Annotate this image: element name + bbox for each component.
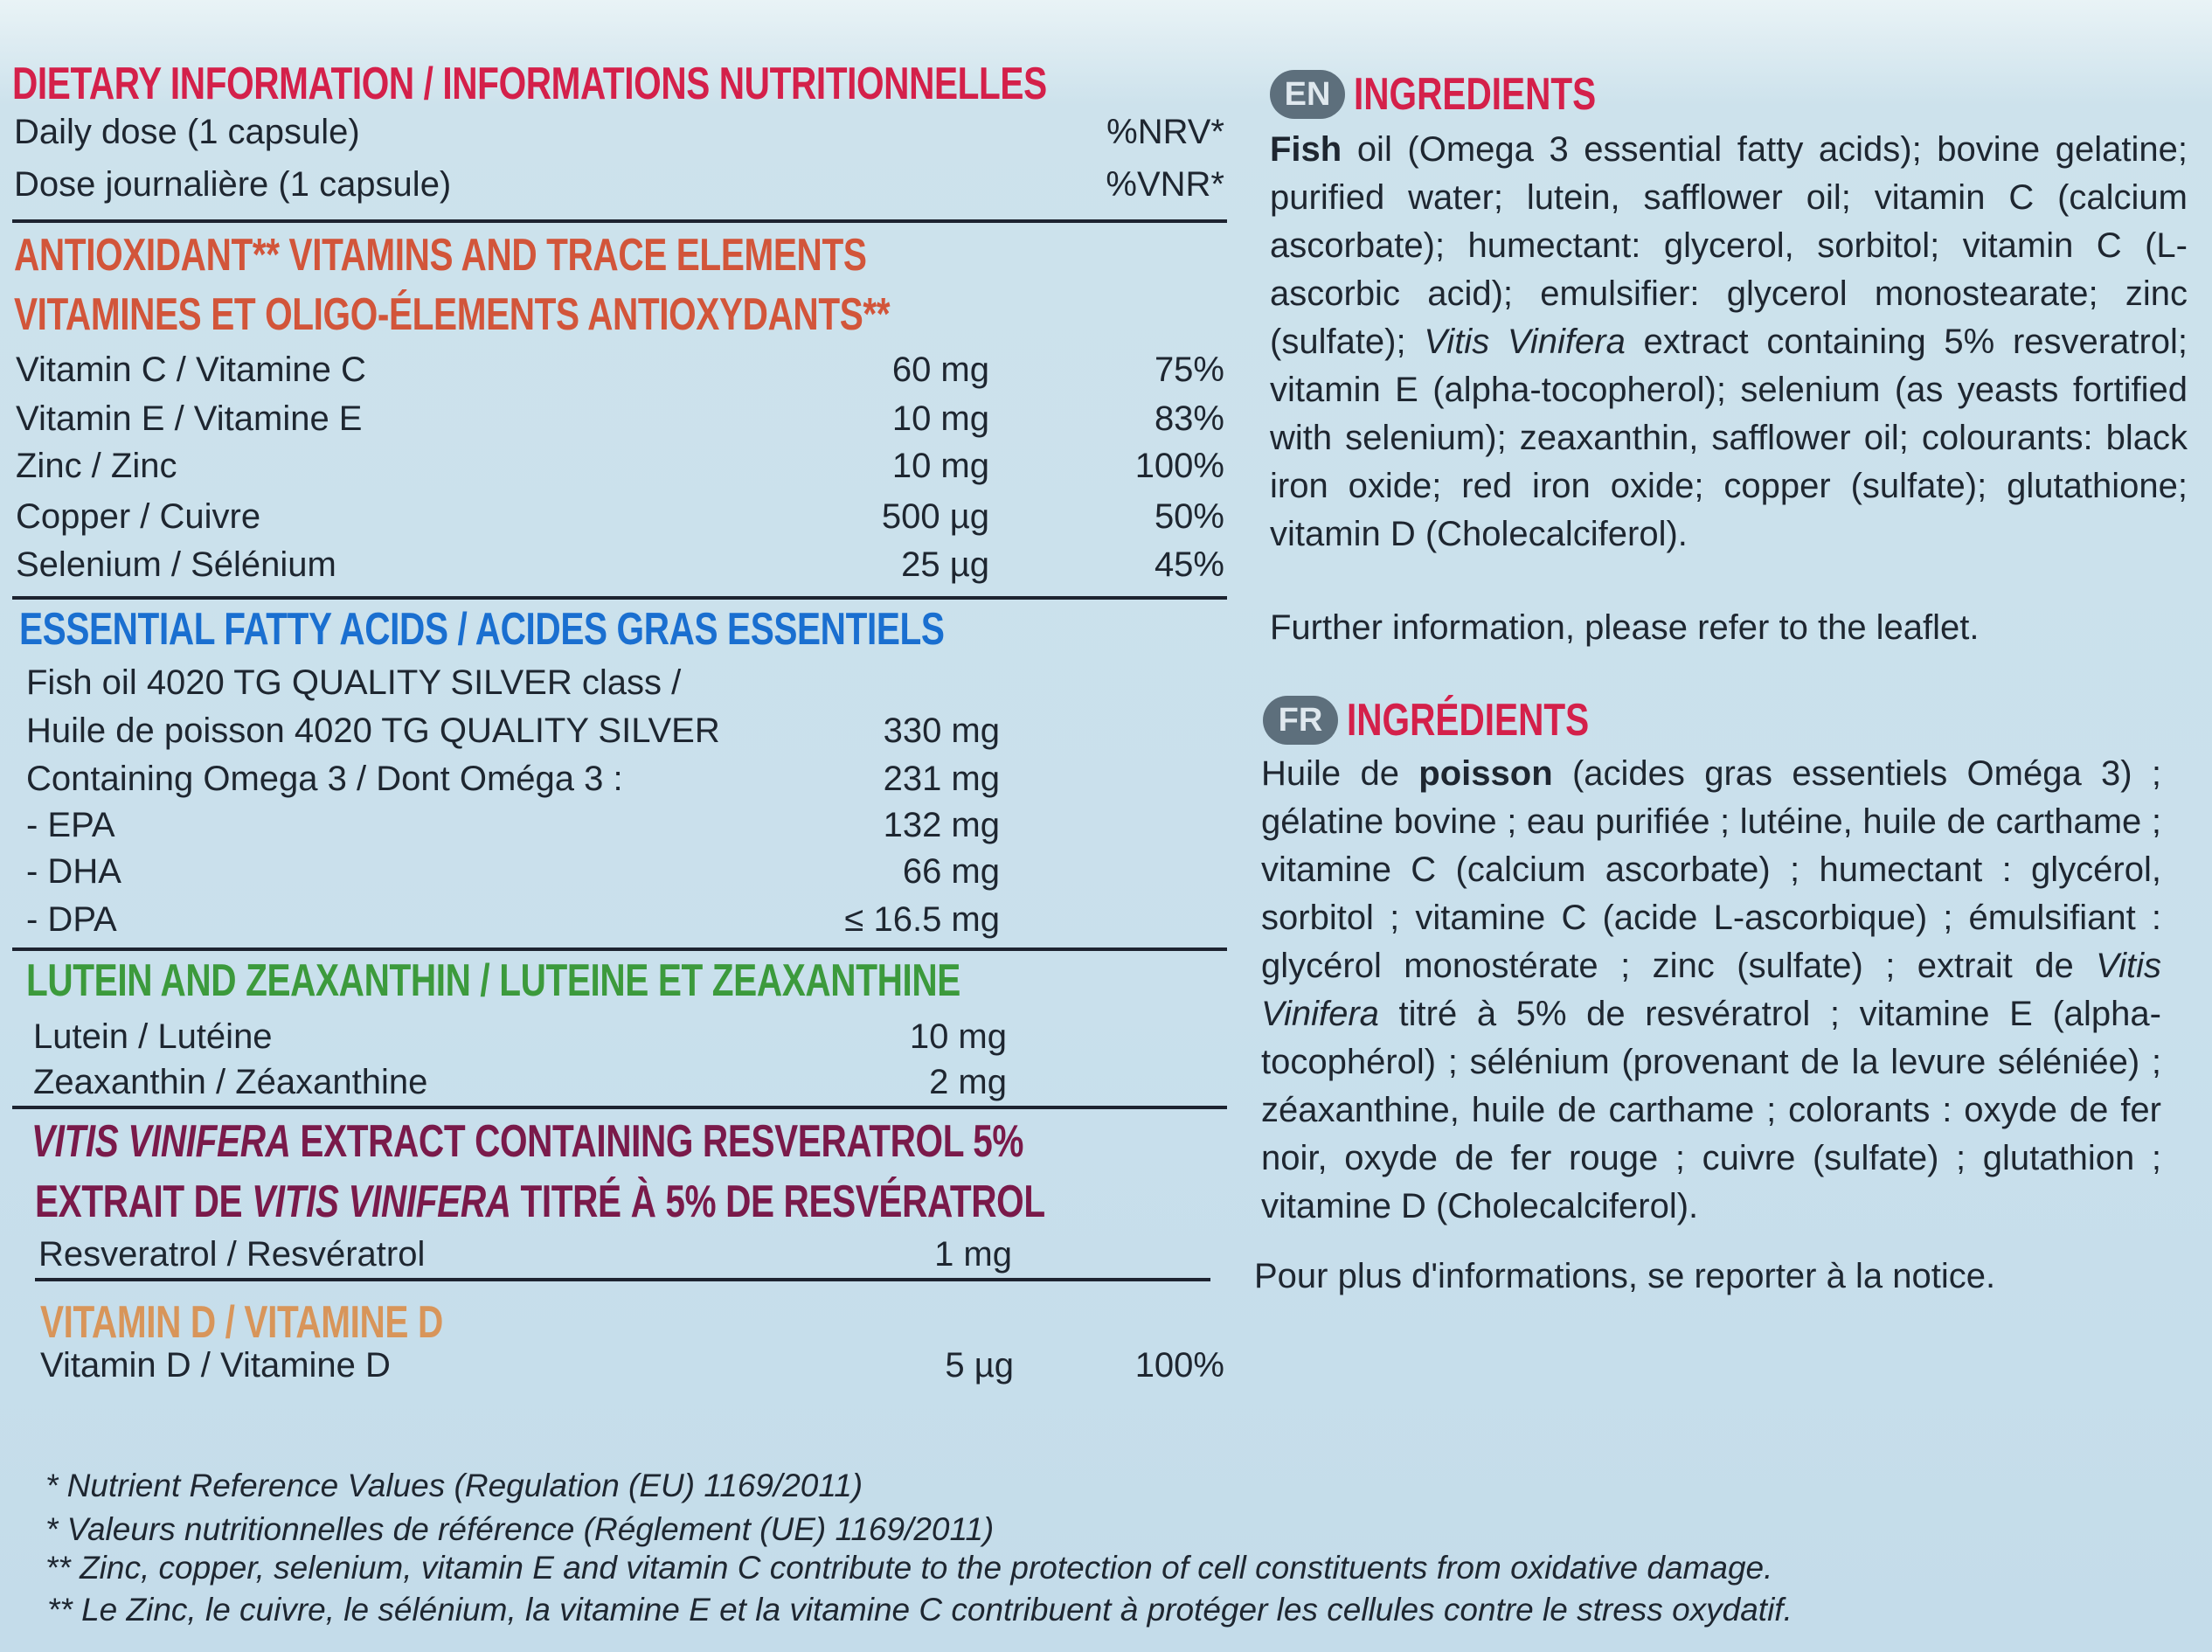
nutrient-nrv: 100% — [1134, 447, 1224, 485]
divider — [12, 219, 1227, 223]
footnote: ** Zinc, copper, selenium, vitamin E and… — [45, 1550, 1773, 1586]
nutrient-row: Huile de poisson 4020 TG QUALITY SILVER 3… — [26, 707, 1224, 754]
vitis-name: VITIS VINIFERA — [31, 1116, 291, 1167]
dose-row-en: Daily dose (1 capsule) %NRV* — [14, 108, 1224, 156]
antioxidant-heading-en: ANTIOXIDANT** VITAMINS AND TRACE ELEMENT… — [14, 230, 867, 281]
footnote: ** Le Zinc, le cuivre, le sélénium, la v… — [47, 1592, 1792, 1628]
nutrient-label: Zinc / Zinc — [16, 447, 177, 485]
nutrient-nrv: 50% — [1154, 497, 1224, 536]
divider — [12, 1106, 1227, 1109]
ingredient-bold: poisson — [1418, 754, 1553, 793]
nutrient-row: - EPA 132 mg — [26, 802, 1224, 849]
language-badge-en: EN — [1270, 70, 1345, 119]
nutrient-label: Huile de poisson 4020 TG QUALITY SILVER — [26, 711, 720, 750]
ingredients-fr-title: INGRÉDIENTS — [1347, 695, 1590, 746]
nutrient-amount: 10 mg — [909, 1017, 1007, 1056]
lutein-heading: LUTEIN AND ZEAXANTHIN / LUTEINE ET ZEAXA… — [26, 955, 960, 1006]
nutrient-row: Selenium / Sélénium 25 µg 45% — [16, 541, 1224, 588]
nutrient-amount: 5 µg — [945, 1346, 1014, 1385]
ingredients-en-note: Further information, please refer to the… — [1270, 608, 1980, 647]
nutrient-row: Vitamin C / Vitamine C 60 mg 75% — [16, 346, 1224, 393]
nutrient-row: Containing Omega 3 / Dont Oméga 3 : 231 m… — [26, 755, 1224, 802]
nutrient-amount: 1 mg — [934, 1235, 1012, 1274]
nutrient-label: - DPA — [26, 900, 117, 939]
ingredients-en-heading: EN INGREDIENTS — [1270, 68, 1664, 121]
nutrient-label: - EPA — [26, 806, 115, 844]
nrv-header: %NRV* — [1106, 113, 1224, 151]
ingredients-en-title: INGREDIENTS — [1354, 69, 1597, 120]
nutrient-amount: 10 mg — [891, 447, 989, 485]
nutrient-amount: 132 mg — [883, 806, 1000, 844]
dose-label: Dose journalière (1 capsule) — [14, 165, 452, 204]
nutrient-row: Vitamin E / Vitamine E 10 mg 83% — [16, 395, 1224, 442]
ingredients-fr-text: Huile de poisson (acides gras essentiels… — [1261, 750, 2161, 1231]
nutrient-label: Vitamin C / Vitamine C — [16, 351, 366, 389]
ingredient-italic: Vitis Vinifera — [1261, 947, 2161, 1033]
divider — [35, 1278, 1210, 1281]
nutrient-amount: 60 mg — [891, 351, 989, 389]
ingredient-text: oil (Omega 3 essential fatty acids); bov… — [1270, 130, 2188, 361]
nutrient-amount: 10 mg — [891, 399, 989, 438]
vitis-name: VITIS VINIFERA — [252, 1177, 511, 1227]
nutrient-nrv: 75% — [1154, 351, 1224, 389]
nutrient-amount: 330 mg — [883, 711, 1000, 750]
nutrient-row: Fish oil 4020 TG QUALITY SILVER class / — [26, 659, 1224, 706]
nutrient-row: Copper / Cuivre 500 µg 50% — [16, 493, 1224, 540]
nutrient-row: Zinc / Zinc 10 mg 100% — [16, 442, 1224, 489]
vitis-heading-text: TITRÉ À 5% DE RESVÉRATROL — [510, 1177, 1045, 1227]
vitis-heading-en: VITIS VINIFERA EXTRACT CONTAINING RESVER… — [31, 1115, 1023, 1168]
divider — [12, 596, 1227, 600]
ingredient-text: (acides gras essentiels Oméga 3) ; gélat… — [1261, 754, 2161, 985]
nutrient-nrv: 45% — [1154, 545, 1224, 584]
nutrient-row: Lutein / Lutéine 10 mg — [33, 1013, 1224, 1060]
ingredient-text: Huile de — [1261, 754, 1419, 793]
ingredients-fr-note: Pour plus d'informations, se reporter à … — [1254, 1257, 1996, 1295]
language-badge-fr: FR — [1263, 696, 1338, 745]
ingredients-en-text: Fish oil (Omega 3 essential fatty acids)… — [1270, 126, 2188, 559]
nutrient-amount: 231 mg — [883, 760, 1000, 798]
nutrient-amount: 500 µg — [881, 497, 989, 536]
nutrient-row: - DHA 66 mg — [26, 848, 1224, 895]
nutrient-amount: 66 mg — [902, 852, 1000, 891]
ingredient-italic: Vitis Vinifera — [1424, 323, 1626, 361]
ingredient-bold: Fish — [1270, 130, 1342, 169]
nutrient-amount: ≤ 16.5 mg — [844, 900, 1000, 939]
nutrient-row: Zeaxanthin / Zéaxanthine 2 mg — [33, 1059, 1224, 1106]
ingredients-fr-heading: FR INGRÉDIENTS — [1263, 694, 1657, 746]
antioxidant-heading-fr: VITAMINES ET OLIGO-ÉLEMENTS ANTIOXYDANTS… — [14, 289, 891, 340]
nutrient-row: Resveratrol / Resvératrol 1 mg — [38, 1231, 1224, 1278]
nutrient-row: Vitamin D / Vitamine D 5 µg 100% — [40, 1342, 1224, 1389]
footnote: * Valeurs nutritionnelles de référence (… — [45, 1511, 995, 1547]
vitis-heading-text: EXTRACT CONTAINING RESVERATROL 5% — [290, 1116, 1024, 1167]
divider — [12, 947, 1227, 951]
nutrient-amount: 2 mg — [929, 1063, 1007, 1101]
vitis-heading-fr: EXTRAIT DE VITIS VINIFERA TITRÉ À 5% DE … — [35, 1176, 1045, 1228]
footnote: * Nutrient Reference Values (Regulation … — [45, 1468, 863, 1503]
nutrient-label: Zeaxanthin / Zéaxanthine — [33, 1063, 428, 1101]
fatty-acids-heading: ESSENTIAL FATTY ACIDS / ACIDES GRAS ESSE… — [19, 604, 945, 655]
nutrient-amount: 25 µg — [901, 545, 989, 584]
nutrient-nrv: 100% — [1134, 1346, 1224, 1385]
dietary-title: DIETARY INFORMATION / INFORMATIONS NUTRI… — [12, 59, 1047, 109]
nutrient-label: Selenium / Sélénium — [16, 545, 336, 584]
nutrient-label: Lutein / Lutéine — [33, 1017, 273, 1056]
ingredient-text: titré à 5% de resvératrol ; vitamine E (… — [1261, 995, 2161, 1225]
ingredient-text: extract containing 5% resveratrol; vitam… — [1270, 323, 2188, 553]
vitis-heading-text: EXTRAIT DE — [35, 1177, 253, 1227]
nutrient-label: - DHA — [26, 852, 121, 891]
nutrient-row: - DPA ≤ 16.5 mg — [26, 896, 1224, 943]
nutrient-label: Containing Omega 3 / Dont Oméga 3 : — [26, 760, 623, 798]
dose-row-fr: Dose journalière (1 capsule) %VNR* — [14, 161, 1224, 208]
nutrient-label: Copper / Cuivre — [16, 497, 261, 536]
dose-label: Daily dose (1 capsule) — [14, 113, 360, 151]
nutrient-label: Vitamin E / Vitamine E — [16, 399, 363, 438]
nutrient-nrv: 83% — [1154, 399, 1224, 438]
vitamin-d-heading: VITAMIN D / VITAMINE D — [40, 1297, 443, 1348]
nutrient-label: Resveratrol / Resvératrol — [38, 1235, 426, 1274]
nutrient-label: Fish oil 4020 TG QUALITY SILVER class / — [26, 663, 682, 702]
nutrient-label: Vitamin D / Vitamine D — [40, 1346, 391, 1385]
vnr-header: %VNR* — [1106, 165, 1224, 204]
